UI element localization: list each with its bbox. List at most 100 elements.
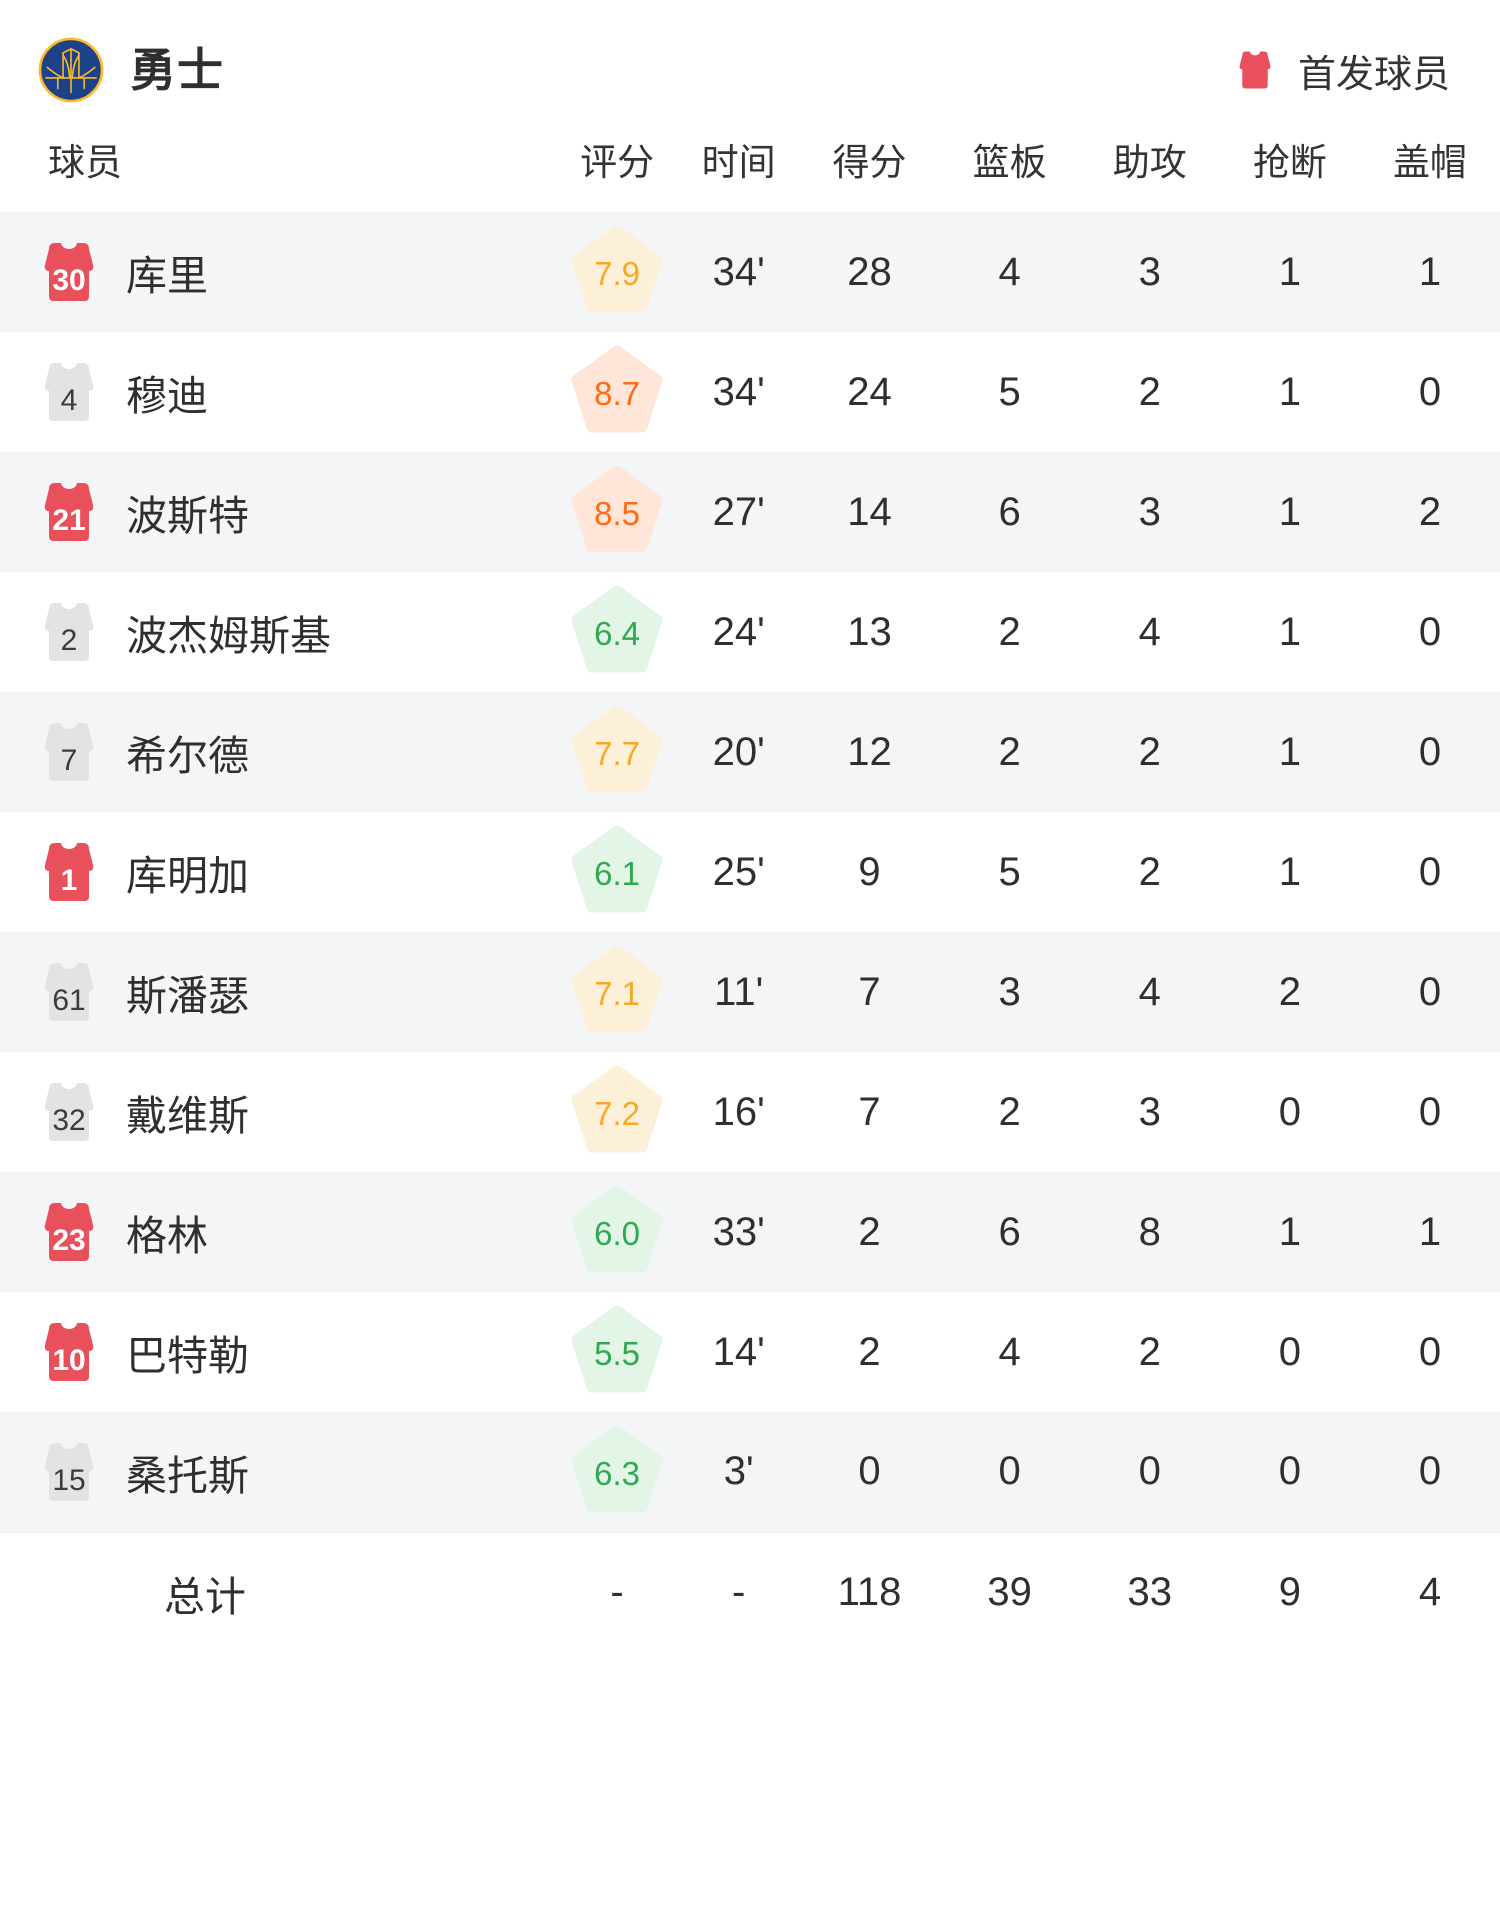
- column-header-rebounds[interactable]: 篮板: [972, 142, 1047, 183]
- jersey-icon: 30: [38, 239, 100, 305]
- table-row[interactable]: 2 波杰姆斯基 6.4 24' 13 2 4 1 0: [0, 572, 1500, 692]
- column-header-blocks[interactable]: 盖帽: [1392, 142, 1467, 183]
- team-name: 勇士: [130, 44, 224, 96]
- jersey-number: 32: [52, 1104, 86, 1137]
- totals-row: 总计 - -118 39 33 9 4: [0, 1531, 1500, 1653]
- table-row[interactable]: 32 戴维斯 7.2 16' 7 2 3 0 0: [0, 1052, 1500, 1172]
- player-cell[interactable]: 4 穆迪: [0, 332, 556, 452]
- column-header-points[interactable]: 得分: [832, 142, 907, 183]
- blocks-cell: 0: [1418, 849, 1442, 894]
- table-row[interactable]: 61 斯潘瑟 7.1 11' 7 3 4 2 0: [0, 932, 1500, 1052]
- player-name: 格林: [126, 1213, 208, 1259]
- player-name: 戴维斯: [126, 1093, 249, 1139]
- points-cell: 2: [858, 1329, 881, 1374]
- totals-assists: 33: [1079, 1531, 1220, 1653]
- table-row[interactable]: 7 希尔德 7.7 20' 12 2 2 1 0: [0, 692, 1500, 812]
- player-cell[interactable]: 61 斯潘瑟: [0, 932, 556, 1052]
- table-row[interactable]: 10 巴特勒 5.5 14' 2 4 2 0 0: [0, 1292, 1500, 1412]
- player-cell[interactable]: 7 希尔德: [0, 692, 556, 812]
- jersey-icon: 10: [38, 1319, 100, 1385]
- assists-cell: 3: [1138, 249, 1161, 294]
- rebounds-cell: 4: [998, 1329, 1021, 1374]
- column-header-rating[interactable]: 评分: [580, 142, 655, 183]
- totals-points: 118: [799, 1531, 940, 1653]
- minutes-cell: 33': [712, 1209, 765, 1254]
- minutes-cell: 24': [712, 609, 765, 654]
- points-cell: 28: [847, 249, 892, 294]
- blocks-cell: 0: [1418, 369, 1442, 414]
- column-header-assists[interactable]: 助攻: [1112, 142, 1187, 183]
- points-cell: 12: [847, 729, 892, 774]
- blocks-cell: 0: [1418, 609, 1442, 654]
- points-cell: 0: [858, 1449, 881, 1494]
- rating-badge: 5.5: [571, 1306, 663, 1398]
- rebounds-cell: 3: [998, 969, 1021, 1014]
- rebounds-cell: 6: [998, 1209, 1021, 1254]
- blocks-cell: 0: [1418, 1329, 1442, 1374]
- rating-cell: 8.7: [556, 332, 678, 452]
- rating-badge: 7.2: [571, 1066, 663, 1158]
- blocks-cell: 0: [1418, 969, 1442, 1014]
- assists-cell: 8: [1138, 1209, 1161, 1254]
- player-cell[interactable]: 32 戴维斯: [0, 1052, 556, 1172]
- steals-cell: 1: [1278, 849, 1301, 894]
- player-cell[interactable]: 30 库里: [0, 212, 556, 332]
- table-row[interactable]: 21 波斯特 8.5 27' 14 6 3 1 2: [0, 452, 1500, 572]
- assists-cell: 4: [1138, 969, 1161, 1014]
- column-header-minutes[interactable]: 时间: [701, 142, 776, 183]
- player-cell[interactable]: 10 巴特勒: [0, 1292, 556, 1412]
- assists-cell: 2: [1138, 849, 1161, 894]
- rebounds-cell: 2: [998, 609, 1021, 654]
- jersey-icon: [1234, 49, 1276, 91]
- player-cell[interactable]: 23 格林: [0, 1172, 556, 1292]
- rating-badge: 7.1: [571, 946, 663, 1038]
- table-row[interactable]: 23 格林 6.0 33' 2 6 8 1 1: [0, 1172, 1500, 1292]
- minutes-cell: 16': [712, 1089, 765, 1134]
- player-cell[interactable]: 15 桑托斯: [0, 1412, 556, 1532]
- jersey-number: 7: [60, 744, 78, 777]
- minutes-cell: 14': [712, 1329, 765, 1374]
- jersey-icon: 23: [38, 1199, 100, 1265]
- rating-value: 7.7: [594, 734, 641, 772]
- table-row[interactable]: 15 桑托斯 6.3 3' 0 0 0 0 0: [0, 1412, 1500, 1532]
- column-header-steals[interactable]: 抢断: [1252, 142, 1327, 183]
- table-row[interactable]: 1 库明加 6.1 25' 9 5 2 1 0: [0, 812, 1500, 932]
- rating-value: 6.3: [594, 1454, 641, 1492]
- minutes-cell: 11': [714, 969, 764, 1014]
- rating-cell: 6.0: [556, 1172, 678, 1292]
- player-cell[interactable]: 21 波斯特: [0, 452, 556, 572]
- steals-cell: 1: [1278, 609, 1301, 654]
- points-cell: 9: [858, 849, 881, 894]
- rating-value: 5.5: [594, 1334, 641, 1372]
- table-row[interactable]: 4 穆迪 8.7 34' 24 5 2 1 0: [0, 332, 1500, 452]
- assists-cell: 0: [1138, 1449, 1161, 1494]
- steals-cell: 1: [1278, 249, 1301, 294]
- rating-value: 6.4: [594, 614, 641, 652]
- steals-cell: 1: [1278, 729, 1301, 774]
- rebounds-cell: 2: [998, 1089, 1021, 1134]
- jersey-icon: 61: [38, 959, 100, 1025]
- jersey-number: 15: [52, 1463, 86, 1497]
- totals-label: 总计: [164, 1573, 246, 1620]
- rating-badge: 8.7: [571, 346, 663, 438]
- totals-label-cell: 总计: [0, 1531, 557, 1653]
- jersey-number: 4: [60, 384, 78, 417]
- jersey-number: 2: [60, 624, 78, 657]
- player-name: 库里: [126, 253, 208, 299]
- rating-value: 7.1: [594, 974, 641, 1012]
- rating-cell: 6.4: [556, 572, 678, 692]
- rating-value: 8.5: [594, 494, 641, 532]
- player-cell[interactable]: 2 波杰姆斯基: [0, 572, 556, 692]
- jersey-number: 30: [52, 264, 86, 297]
- boxscore-table: 球员 评分 时间 得分 篮板 助攻 抢断 盖帽 30 库里 7.9 34' 28 4 3 1 1…: [0, 110, 1500, 1653]
- table-header-row: 球员 评分 时间 得分 篮板 助攻 抢断 盖帽: [0, 110, 1500, 212]
- player-cell[interactable]: 1 库明加: [0, 812, 556, 932]
- assists-cell: 3: [1138, 1089, 1161, 1134]
- table-row[interactable]: 30 库里 7.9 34' 28 4 3 1 1: [0, 212, 1500, 332]
- totals-rating: -: [556, 1531, 678, 1653]
- jersey-icon: 15: [38, 1439, 100, 1505]
- blocks-cell: 1: [1418, 1209, 1442, 1254]
- column-header-player[interactable]: 球员: [48, 142, 122, 183]
- jersey-icon: 21: [38, 479, 100, 545]
